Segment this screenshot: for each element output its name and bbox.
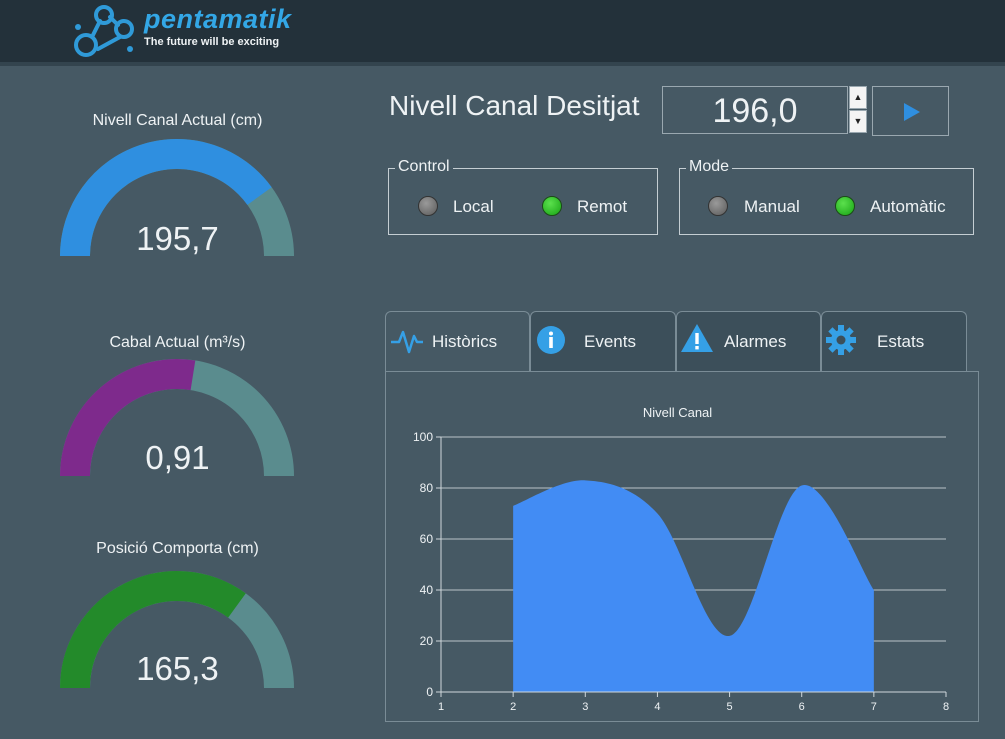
- x-tick-label: 7: [871, 701, 877, 713]
- tab-events[interactable]: Events: [530, 311, 676, 371]
- spin-down-button[interactable]: ▼: [849, 110, 867, 133]
- gauge-arc: [60, 139, 294, 257]
- setpoint-title: Nivell Canal Desitjat: [389, 90, 640, 121]
- gauge-arc: [60, 571, 294, 689]
- tab-historics[interactable]: Històrics: [385, 311, 530, 373]
- tab-alarmes[interactable]: Alarmes: [676, 311, 821, 371]
- pulse-icon: [391, 330, 423, 354]
- top-bar: pentamatik The future will be exciting: [0, 0, 1005, 66]
- gauge-fill: [60, 571, 246, 689]
- tab-estats[interactable]: Estats: [821, 311, 967, 371]
- spin-down-icon: ▼: [853, 116, 863, 126]
- gauge-label: Posició Comporta (cm): [96, 540, 259, 557]
- radio-automatic-label: Automàtic: [870, 197, 946, 216]
- radio-remot-label: Remot: [577, 197, 628, 216]
- gauge-value: 0,91: [145, 439, 210, 476]
- tab-alarmes-label: Alarmes: [724, 332, 787, 351]
- radio-local-label: Local: [453, 197, 494, 216]
- x-tick-label: 6: [799, 701, 805, 713]
- gauge-label: Cabal Actual (m³/s): [109, 334, 246, 351]
- tab-events-label: Events: [584, 332, 636, 351]
- x-tick-label: 2: [510, 701, 516, 713]
- nivell-canal-chart: Nivell Canal 0 20 40 60 80 100 1 2 3 4 5 6 7 8: [413, 405, 949, 713]
- gauge-cabal: Cabal Actual (m³/s) 0,91: [45, 330, 310, 490]
- mode-group-title: Mode: [686, 158, 733, 176]
- setpoint-input[interactable]: 196,0: [662, 86, 848, 134]
- send-setpoint-button[interactable]: [872, 86, 949, 136]
- gauge-fill: [60, 139, 272, 257]
- x-tick-label: 1: [438, 701, 444, 713]
- radio-remot[interactable]: [542, 196, 562, 216]
- control-group: Control: [388, 158, 658, 235]
- y-tick-label: 80: [420, 481, 434, 495]
- logo-icon: [74, 5, 134, 57]
- gauge-value: 195,7: [136, 220, 219, 257]
- mode-group: Mode: [679, 158, 974, 235]
- play-icon: [904, 103, 920, 121]
- y-tick-label: 60: [420, 532, 434, 546]
- x-tick-label: 3: [582, 701, 588, 713]
- radio-manual[interactable]: [708, 196, 728, 216]
- spin-up-icon: ▲: [853, 92, 863, 102]
- y-tick-label: 20: [420, 634, 434, 648]
- info-icon: [537, 326, 565, 354]
- gauge-arc: [60, 359, 294, 477]
- warning-icon: [681, 324, 713, 352]
- radio-manual-label: Manual: [744, 197, 800, 216]
- area-series: [513, 480, 874, 692]
- gauge-nivell-canal: Nivell Canal Actual (cm) 195,7: [45, 108, 310, 268]
- radio-automatic[interactable]: [835, 196, 855, 216]
- chart-title: Nivell Canal: [643, 405, 712, 420]
- x-tick-label: 8: [943, 701, 949, 713]
- spin-up-button[interactable]: ▲: [849, 86, 867, 109]
- gear-icon: [826, 325, 856, 355]
- control-group-title: Control: [395, 158, 453, 176]
- gauge-posicio-comporta: Posició Comporta (cm) 165,3: [45, 536, 310, 696]
- y-tick-label: 100: [413, 430, 433, 444]
- y-tick-label: 0: [426, 685, 433, 699]
- logo-tagline: The future will be exciting: [144, 36, 280, 48]
- x-tick-label: 5: [727, 701, 733, 713]
- radio-local[interactable]: [418, 196, 438, 216]
- gauge-label: Nivell Canal Actual (cm): [92, 112, 263, 129]
- gauge-fill: [60, 359, 196, 477]
- x-tick-label: 4: [654, 701, 660, 713]
- y-tick-label: 40: [420, 583, 434, 597]
- logo-name: pentamatik: [144, 4, 292, 34]
- gauge-value: 165,3: [136, 650, 219, 687]
- tab-estats-label: Estats: [877, 332, 925, 351]
- tab-historics-label: Històrics: [432, 332, 498, 351]
- historics-panel: Nivell Canal 0 20 40 60 80 100 1 2 3 4 5 6 7 8: [385, 371, 979, 722]
